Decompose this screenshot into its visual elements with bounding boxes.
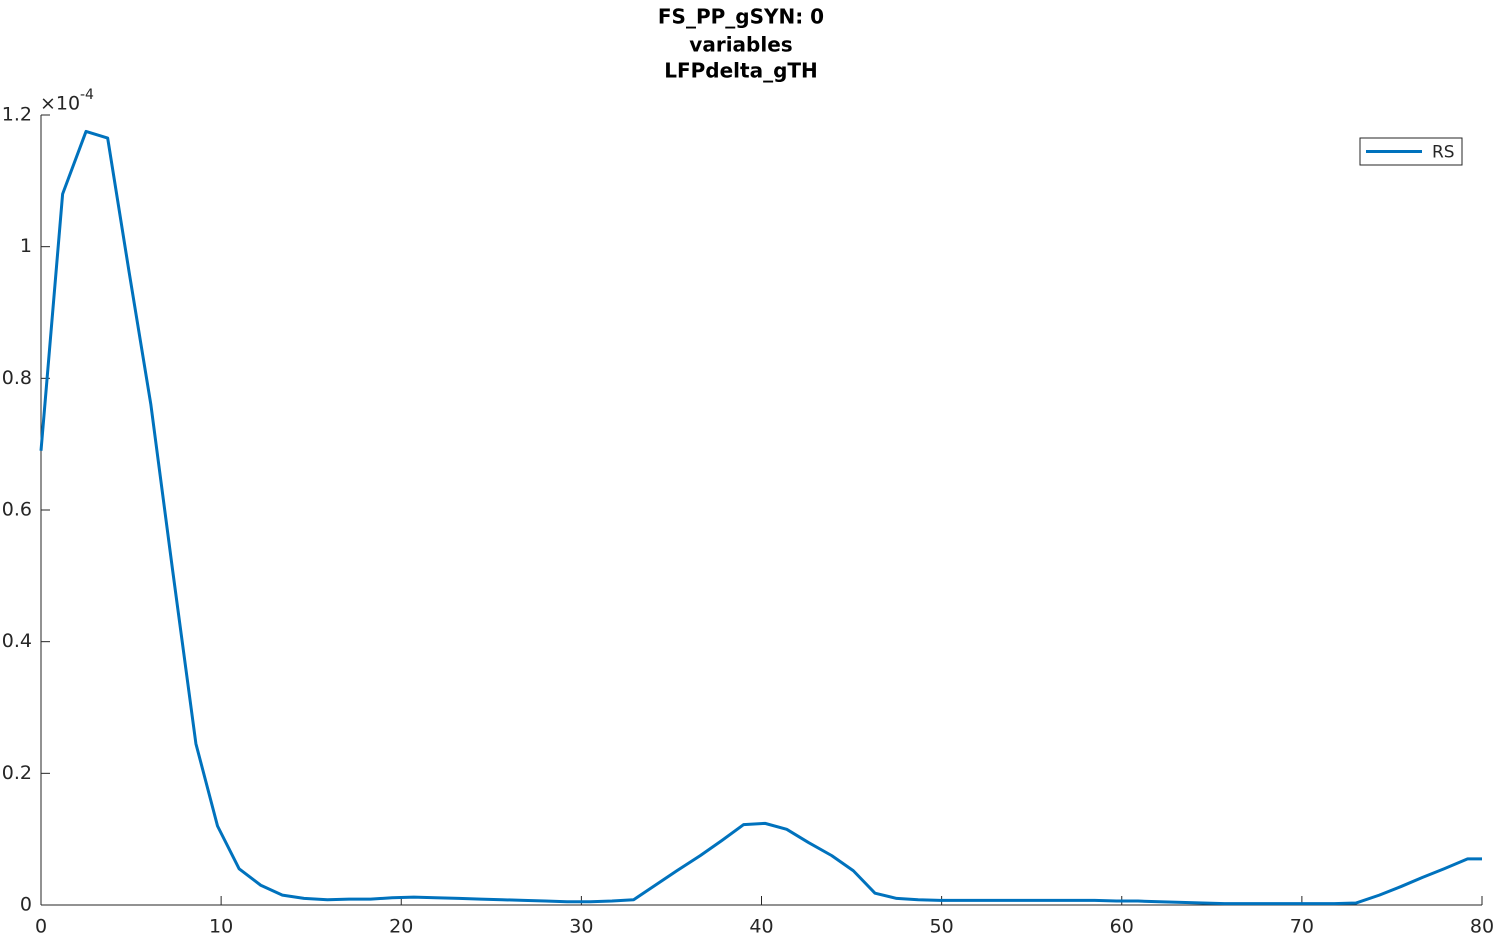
y-tick-label: 0.4 <box>2 630 32 652</box>
x-tick-label: 60 <box>1110 916 1134 938</box>
line-series <box>39 129 1482 906</box>
y-tick-label: 0.2 <box>2 762 32 784</box>
y-tick-label: 1 <box>20 235 32 257</box>
x-tick-label: 70 <box>1290 916 1314 938</box>
x-tick-label: 20 <box>389 916 413 938</box>
x-tick-label: 50 <box>930 916 954 938</box>
chart-subtitle: variables <box>689 33 792 57</box>
chart-subtitle: LFPdelta_gTH <box>664 59 818 83</box>
y-multiplier: ×10 <box>40 93 80 115</box>
x-tick-label: 0 <box>35 916 47 938</box>
chart-title: FS_PP_gSYN: 0 <box>658 5 824 29</box>
y-tick-label: 0 <box>20 894 32 916</box>
x-tick-label: 10 <box>209 916 233 938</box>
y-tick-label: 0.6 <box>2 499 32 521</box>
x-tick-label: 80 <box>1470 916 1494 938</box>
x-tick-label: 30 <box>569 916 593 938</box>
y-tick-label: 1.2 <box>2 104 32 126</box>
legend-label: RS <box>1432 143 1455 163</box>
y-exponent: -4 <box>80 87 94 103</box>
x-tick-label: 40 <box>749 916 773 938</box>
y-tick-label: 0.8 <box>2 367 32 389</box>
